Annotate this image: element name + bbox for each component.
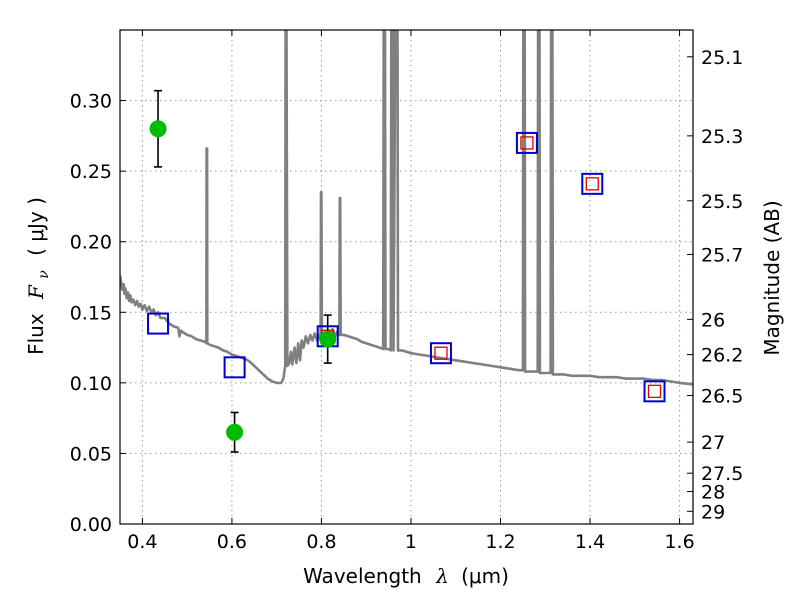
y2-tick-label: 29 xyxy=(701,501,725,523)
y-tick-label: 0.05 xyxy=(70,443,112,465)
sed-model-line xyxy=(120,30,693,386)
model-photometry-blue-square xyxy=(515,131,538,154)
y2-axis-label: Magnitude (AB) xyxy=(760,200,784,355)
model-photometry-red-square xyxy=(647,384,662,398)
plot-frame xyxy=(119,29,694,525)
model-photometry-blue-square xyxy=(429,342,452,365)
x-axis-label: Wavelength λ (μm) xyxy=(303,564,509,588)
model-photometry-blue-square xyxy=(147,312,170,335)
y2-tick-label: 25.1 xyxy=(701,47,743,69)
x-tick-label: 0.4 xyxy=(127,531,157,553)
model-photometry-red-square xyxy=(585,177,599,191)
model-photometry-blue-square xyxy=(643,380,666,403)
model-photometry-red-square xyxy=(434,346,448,360)
y-tick-label: 0.00 xyxy=(70,514,112,536)
y-tick-label: 0.30 xyxy=(70,91,112,113)
y2-tick-label: 26.2 xyxy=(701,345,743,367)
model-photometry-blue-square xyxy=(581,172,604,195)
y2-tick-label: 25.7 xyxy=(701,244,743,266)
y-tick-label: 0.20 xyxy=(70,232,112,254)
x-tick-label: 1.2 xyxy=(485,531,515,553)
y2-tick-label: 26 xyxy=(701,309,725,331)
x-tick-label: 1.4 xyxy=(575,531,605,553)
photometry-markers xyxy=(147,89,666,453)
y2-tick-label: 28 xyxy=(701,482,725,504)
grid xyxy=(120,30,693,525)
model-spectrum xyxy=(120,30,693,386)
y2-tick-label: 25.3 xyxy=(701,126,743,148)
y2-tick-label: 27 xyxy=(701,432,725,454)
model-photometry-blue-square xyxy=(223,356,246,379)
observed-data-point xyxy=(319,330,337,348)
x-tick-label: 0.8 xyxy=(306,531,336,553)
observed-data-point xyxy=(149,120,167,138)
y2-tick-label: 26.5 xyxy=(701,386,743,408)
axis-ticks: 0.4 0.6 0.8 1 1.2 1.4 1.6 0.00 0.05 0.10 0.15 0.20 0… xyxy=(70,30,743,553)
y-tick-label: 0.10 xyxy=(70,373,112,395)
x-tick-label: 1.6 xyxy=(664,531,694,553)
y-axis-label: Flux F ν ( μJy ) xyxy=(24,197,53,355)
observed-data-point xyxy=(226,423,244,441)
y-tick-label: 0.15 xyxy=(70,302,112,324)
model-photometry-red-square xyxy=(520,136,534,150)
y2-tick-label: 27.5 xyxy=(701,463,743,485)
x-tick-label: 1 xyxy=(405,531,417,553)
y2-tick-label: 25.5 xyxy=(701,191,743,213)
y-tick-label: 0.25 xyxy=(70,161,112,183)
x-tick-label: 0.6 xyxy=(217,531,247,553)
